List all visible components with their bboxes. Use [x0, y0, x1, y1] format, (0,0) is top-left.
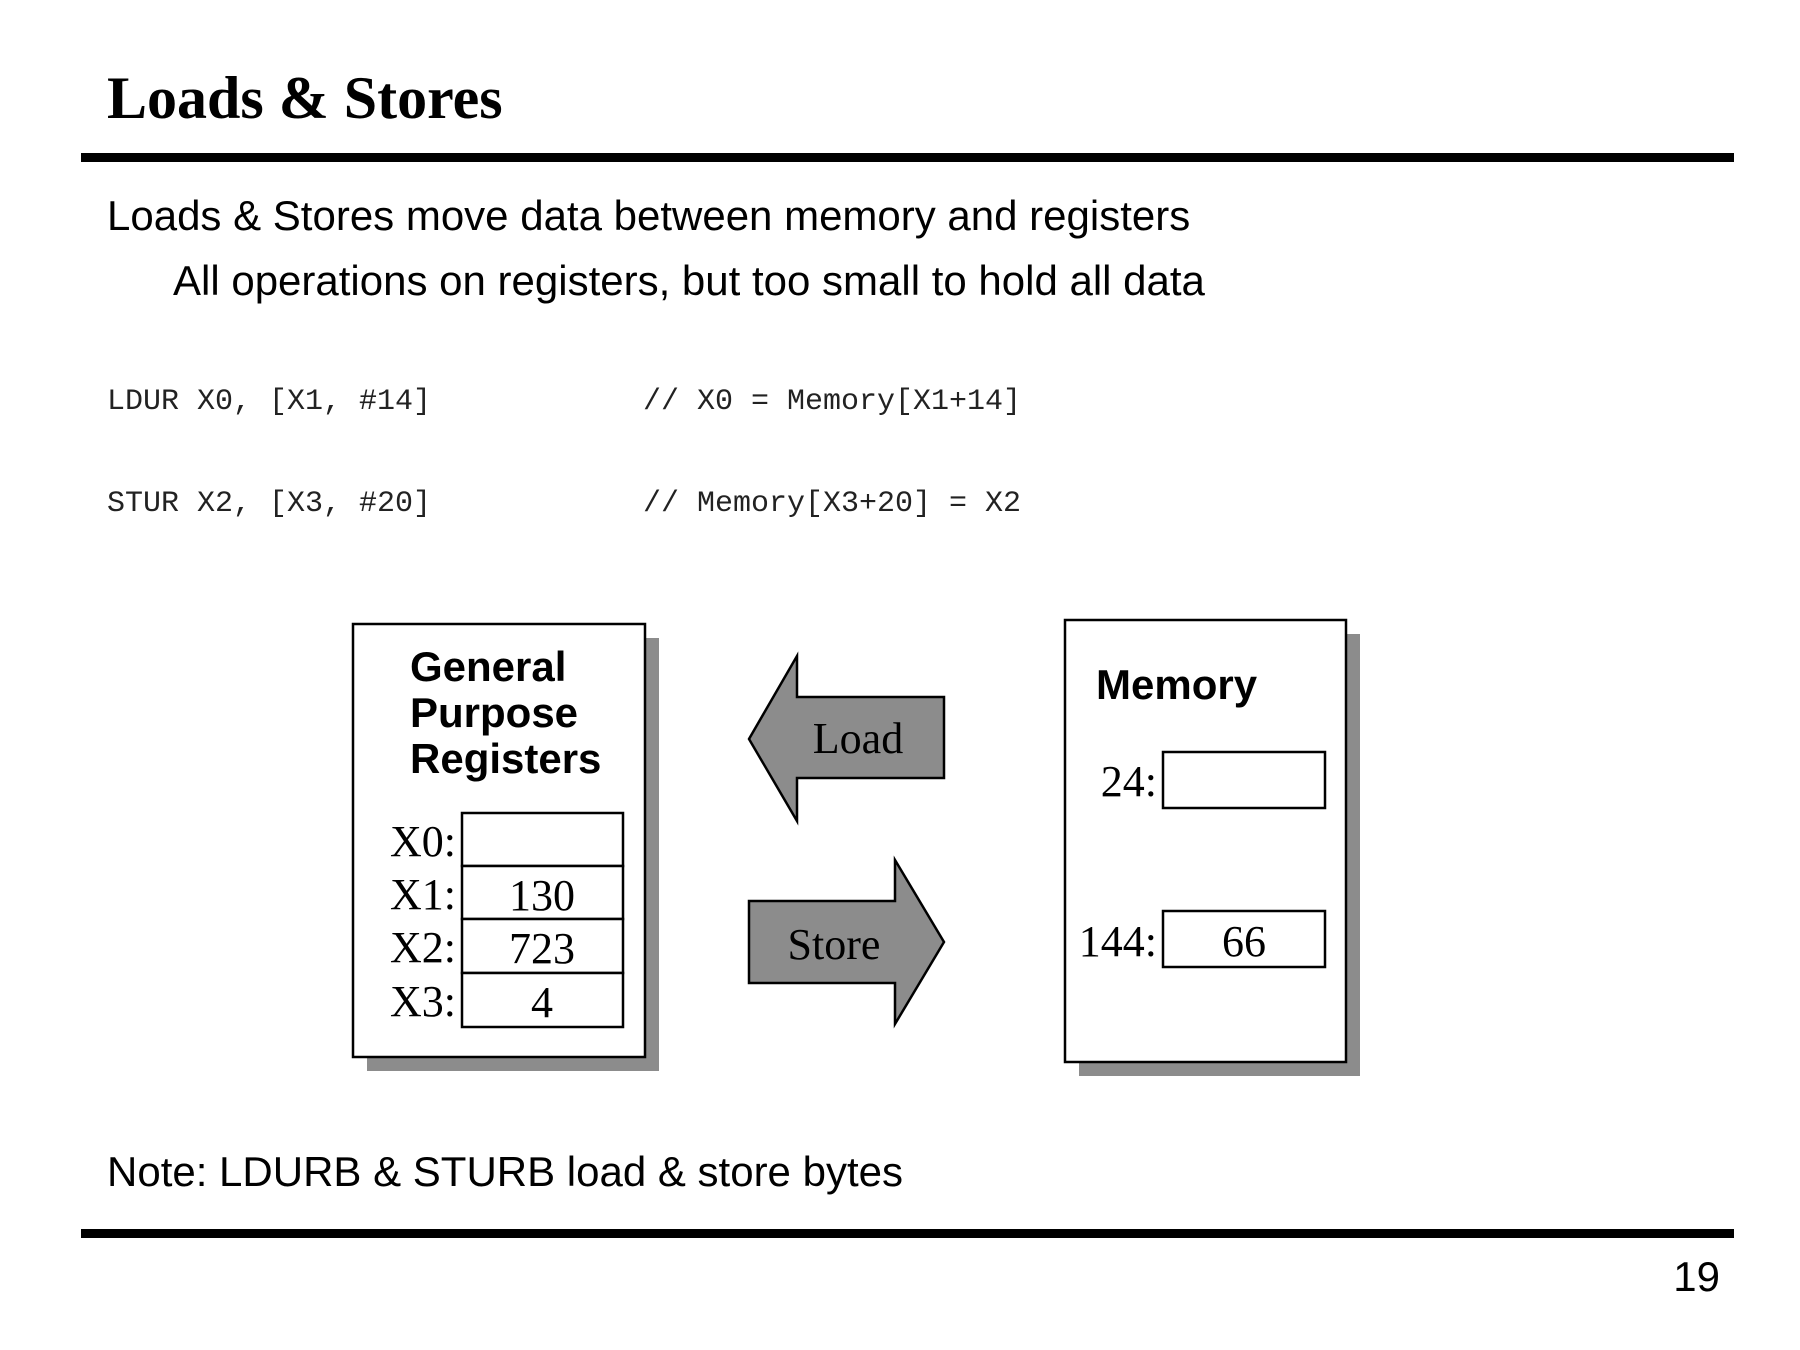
- registers-title-line-1: General: [410, 643, 566, 690]
- register-cell-x2: [460, 917, 625, 975]
- memory-value-144: 66: [1222, 917, 1266, 966]
- register-label-x2: X2:: [390, 923, 456, 972]
- code-stur-comment: // Memory[X3+20] = X2: [643, 487, 1022, 521]
- code-ldur-comment: // X0 = Memory[X1+14]: [643, 385, 1022, 419]
- register-value-x3: 4: [531, 978, 553, 1027]
- register-label-x1: X1:: [390, 870, 456, 919]
- code-ldur-instruction: LDUR X0, [X1, #14]: [107, 385, 432, 419]
- memory-address-144: 144:: [1079, 917, 1157, 966]
- memory-title: Memory: [1096, 661, 1258, 708]
- registers-title-line-2: Purpose: [410, 689, 578, 736]
- register-value-x1: 130: [509, 871, 575, 920]
- register-cell-x1: [460, 864, 625, 921]
- code-stur-instruction: STUR X2, [X3, #20]: [107, 487, 432, 521]
- store-arrow-shape: [747, 855, 946, 1029]
- load-arrow-label: Load: [813, 714, 903, 763]
- footer-divider: [81, 1229, 1734, 1238]
- memory-address-24: 24:: [1101, 757, 1157, 806]
- page-number: 19: [1673, 1253, 1720, 1300]
- memory-cell-144: [1161, 909, 1327, 969]
- load-arrow: Load: [747, 651, 946, 826]
- bullet-sub: All operations on registers, but too sma…: [173, 257, 1205, 304]
- note-text: Note: LDURB & STURB load & store bytes: [107, 1148, 903, 1195]
- load-arrow-shape: [747, 651, 946, 826]
- register-label-x0: X0:: [390, 817, 456, 866]
- register-label-x3: X3:: [390, 977, 456, 1026]
- memory-cell-24: [1161, 750, 1327, 810]
- memory-box: Memory 24: 144: 66: [1063, 618, 1360, 1076]
- memory-box-frame: [1063, 618, 1348, 1064]
- registers-title-line-3: Registers: [410, 735, 601, 782]
- slide-title: Loads & Stores: [107, 65, 503, 131]
- title-divider: [81, 153, 1734, 162]
- register-cell-x3: [460, 971, 625, 1029]
- registers-box: General Purpose Registers X0: X1: X2: X3…: [351, 622, 659, 1071]
- store-arrow: Store: [747, 855, 946, 1029]
- register-value-x2: 723: [509, 924, 575, 973]
- bullet-main: Loads & Stores move data between memory …: [107, 192, 1191, 239]
- store-arrow-label: Store: [788, 920, 881, 969]
- register-cell-x0: [460, 811, 625, 868]
